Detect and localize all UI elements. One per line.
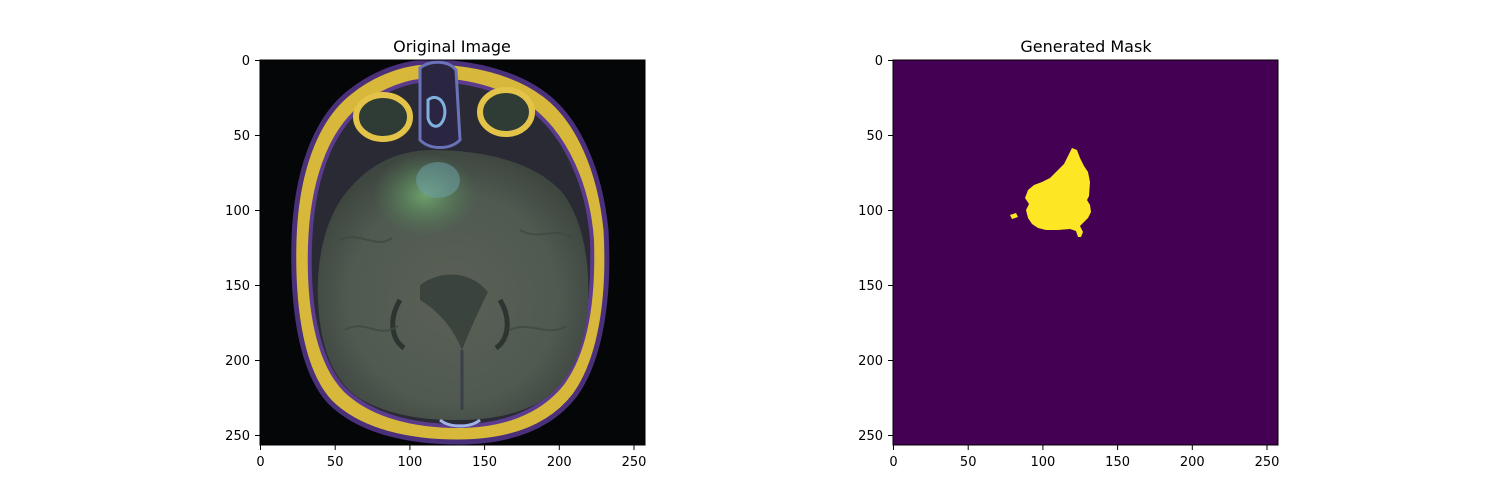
y-tick-label: 150	[225, 279, 250, 294]
x-axis-mask: 0 50 100 150 200 250	[889, 445, 1279, 470]
x-tick-label: 100	[397, 455, 422, 470]
y-tick-label: 0	[875, 54, 883, 69]
y-tick-label: 50	[233, 129, 250, 144]
x-tick-label: 100	[1030, 455, 1055, 470]
mask-image	[893, 60, 1278, 445]
y-tick-label: 250	[858, 429, 883, 444]
mri-image	[260, 60, 645, 445]
y-tick-label: 100	[858, 204, 883, 219]
y-axis-mask: 0 50 100 150 200 250	[858, 54, 893, 444]
y-tick-label: 200	[858, 354, 883, 369]
x-tick-label: 50	[327, 455, 344, 470]
x-tick-label: 250	[1255, 455, 1280, 470]
panel-title-original: Original Image	[393, 37, 511, 56]
generated-mask-panel: Generated Mask 0 50 100 150 200 250	[858, 37, 1279, 470]
panel-title-mask: Generated Mask	[1020, 37, 1152, 56]
x-tick-label: 0	[889, 455, 897, 470]
x-tick-label: 150	[472, 455, 497, 470]
y-tick-label: 150	[858, 279, 883, 294]
x-tick-label: 200	[547, 455, 572, 470]
y-tick-label: 0	[242, 54, 250, 69]
x-tick-label: 0	[256, 455, 264, 470]
y-tick-label: 200	[225, 354, 250, 369]
y-tick-label: 50	[866, 129, 883, 144]
x-tick-label: 50	[960, 455, 977, 470]
x-tick-label: 200	[1180, 455, 1205, 470]
y-tick-label: 250	[225, 429, 250, 444]
x-axis-original: 0 50 100 150 200 250	[256, 445, 646, 470]
y-axis-original: 0 50 100 150 200 250	[225, 54, 260, 444]
y-tick-label: 100	[225, 204, 250, 219]
x-tick-label: 250	[622, 455, 647, 470]
x-tick-label: 150	[1105, 455, 1130, 470]
original-image-panel: Original Image	[225, 37, 646, 470]
